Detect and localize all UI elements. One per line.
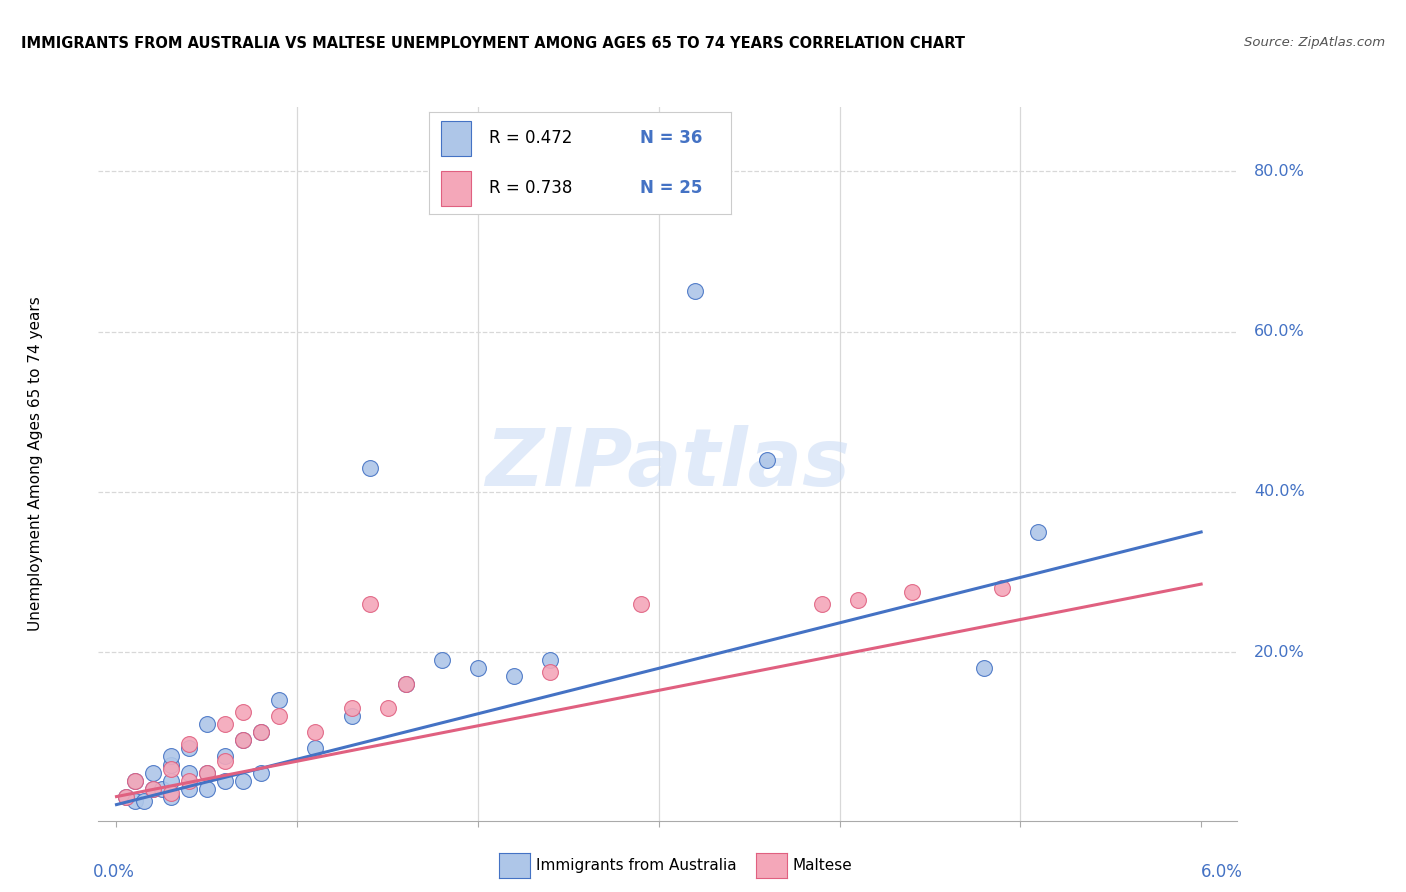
Text: R = 0.738: R = 0.738 [489,179,572,197]
Point [159,749,181,764]
Text: 20.0%: 20.0% [1254,645,1305,660]
Text: N = 36: N = 36 [641,129,703,147]
Point [214,754,236,768]
Point [359,460,381,475]
Point [250,725,273,739]
Point [395,677,418,691]
Point [177,738,200,752]
Text: R = 0.472: R = 0.472 [489,129,572,147]
Point [177,773,200,788]
Point [232,733,254,747]
Text: ZIPatlas: ZIPatlas [485,425,851,503]
Text: 40.0%: 40.0% [1254,484,1305,500]
Point [142,781,165,796]
Point [973,661,995,675]
Point [124,773,146,788]
Point [991,581,1014,595]
Point [340,709,363,723]
Point [150,781,173,796]
Point [214,773,236,788]
Point [340,701,363,715]
Point [177,741,200,756]
Point [142,765,165,780]
Point [538,665,561,680]
Point [250,725,273,739]
Point [195,781,218,796]
Point [269,709,291,723]
Point [232,773,254,788]
Point [142,781,165,796]
Point [503,669,526,683]
Point [377,701,399,715]
Point [124,794,146,808]
Point [159,773,181,788]
Point [159,789,181,804]
Point [159,762,181,776]
Text: IMMIGRANTS FROM AUSTRALIA VS MALTESE UNEMPLOYMENT AMONG AGES 65 TO 74 YEARS CORR: IMMIGRANTS FROM AUSTRALIA VS MALTESE UNE… [21,36,965,51]
Point [846,593,869,607]
Point [269,693,291,707]
Point [901,585,924,599]
Text: N = 25: N = 25 [641,179,703,197]
Point [195,765,218,780]
Point [124,773,146,788]
Point [1028,524,1050,539]
Text: Source: ZipAtlas.com: Source: ZipAtlas.com [1244,36,1385,49]
Text: Unemployment Among Ages 65 to 74 years: Unemployment Among Ages 65 to 74 years [28,296,44,632]
Point [538,653,561,667]
Text: 60.0%: 60.0% [1254,324,1305,339]
Point [467,661,489,675]
Point [114,789,136,804]
Point [232,706,254,720]
Point [214,749,236,764]
Point [756,453,779,467]
Point [683,285,706,299]
Point [810,597,832,611]
Point [395,677,418,691]
Text: 80.0%: 80.0% [1254,164,1305,178]
Point [132,794,155,808]
Text: 0.0%: 0.0% [93,863,135,881]
Point [177,781,200,796]
Point [304,741,326,756]
FancyBboxPatch shape [441,120,471,155]
Text: 6.0%: 6.0% [1201,863,1243,881]
FancyBboxPatch shape [441,171,471,206]
Point [159,757,181,772]
Point [359,597,381,611]
Point [430,653,453,667]
Point [177,765,200,780]
Point [195,717,218,731]
Point [214,717,236,731]
Text: Immigrants from Australia: Immigrants from Australia [536,858,737,872]
Text: Maltese: Maltese [793,858,852,872]
Point [232,733,254,747]
Point [250,765,273,780]
Point [630,597,652,611]
Point [304,725,326,739]
Point [114,789,136,804]
Point [159,786,181,800]
Point [195,765,218,780]
